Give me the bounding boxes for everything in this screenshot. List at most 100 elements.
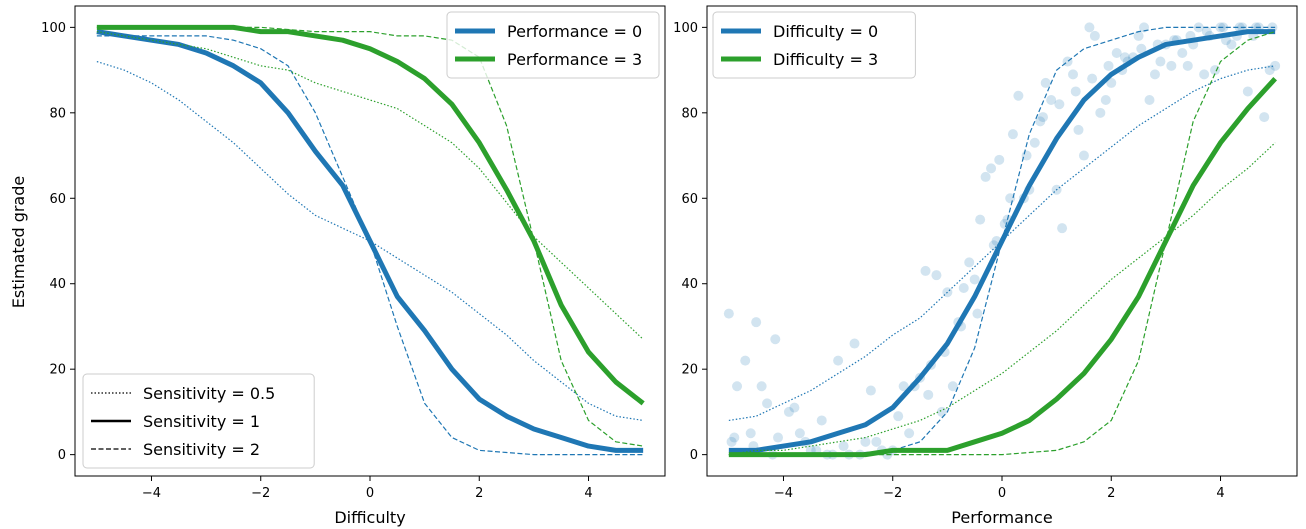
y-tick-label: 80	[681, 106, 698, 121]
scatter-point	[1201, 26, 1212, 37]
scatter-point	[1226, 39, 1237, 50]
x-tick-label: 2	[1107, 486, 1115, 501]
scatter-point	[1040, 77, 1051, 88]
scatter-point	[1106, 77, 1117, 88]
scatter-point	[994, 154, 1005, 165]
legend-label: Sensitivity = 0.5	[143, 384, 275, 403]
x-axis-label: Performance	[951, 508, 1052, 527]
scatter-point	[969, 274, 980, 285]
scatter-point	[1136, 43, 1147, 54]
scatter-point	[783, 406, 794, 417]
y-tick-label: 80	[49, 106, 66, 121]
scatter-point	[898, 381, 909, 392]
x-tick-label: 2	[475, 486, 483, 501]
scatter-point	[1144, 95, 1155, 105]
scatter-point	[1068, 69, 1079, 80]
scatter-point	[1155, 56, 1166, 67]
scatter-point	[745, 428, 756, 439]
left-panel: −4 −2 0 2 4020406080100DifficultyPerformance…	[41, 5, 666, 527]
legend-top-right: Performance = 0 Performance = 3	[446, 11, 660, 79]
legend-box	[82, 373, 315, 469]
legend-label: Sensitivity = 1	[143, 412, 260, 431]
scatter-point	[860, 436, 871, 447]
series-line-blue-dotted	[728, 65, 1276, 422]
legend-box	[712, 11, 916, 79]
scatter-point	[723, 308, 734, 319]
scatter-point	[1149, 69, 1160, 80]
x-tick-label: −4	[774, 486, 793, 501]
scatter-point	[975, 214, 986, 225]
x-tick-label: 0	[998, 486, 1006, 501]
series-line-green-dotted	[96, 31, 644, 340]
scatter-point	[1100, 95, 1111, 105]
scatter-point	[871, 436, 882, 447]
scatter-point	[1057, 223, 1068, 234]
scatter-point	[931, 270, 942, 281]
x-axis-label: Difficulty	[334, 508, 405, 527]
x-tick-label: 0	[366, 486, 374, 501]
scatter-point	[964, 257, 975, 268]
scatter-point	[1259, 112, 1270, 123]
y-axis-label: Estimated grade	[9, 176, 28, 308]
series-line-green-dashed	[96, 26, 644, 447]
y-tick-label: 100	[673, 21, 698, 36]
x-tick-label: 4	[1216, 486, 1224, 501]
scatter-point	[1035, 116, 1046, 127]
series-line-green-dashed	[728, 31, 1276, 456]
y-tick-label: 20	[681, 363, 698, 378]
legend-box	[446, 11, 660, 79]
y-tick-label: 20	[49, 363, 66, 378]
scatter-point	[980, 171, 991, 182]
scatter-point	[756, 381, 767, 392]
scatter-point	[1119, 52, 1130, 63]
scatter-point	[729, 432, 740, 443]
scatter-point	[849, 338, 860, 349]
scatter-point	[1084, 22, 1095, 33]
scatter-point	[740, 355, 751, 366]
scatter-point	[1087, 73, 1098, 84]
x-tick-label: −2	[251, 486, 270, 501]
y-tick-label: 60	[49, 192, 66, 207]
series-line-green-dotted	[728, 142, 1276, 456]
scatter-point	[1007, 129, 1018, 140]
scatter-point	[1234, 22, 1245, 33]
x-tick-label: −4	[142, 486, 161, 501]
legend-bottom-left: Sensitivity = 0.5 Sensitivity = 1 Sensitiv…	[82, 373, 315, 469]
plot-area	[723, 22, 1281, 460]
x-tick-label: 4	[584, 486, 592, 501]
scatter-point	[1166, 60, 1177, 71]
series-line-green-solid-thick	[96, 24, 645, 406]
scatter-point	[833, 355, 844, 366]
scatter-point	[838, 441, 849, 452]
scatter-point	[958, 283, 969, 293]
scatter-point	[726, 436, 737, 447]
y-tick-label: 40	[681, 277, 698, 292]
scatter-point	[1046, 95, 1057, 105]
right-panel: −4 −2 0 2 4020406080100PerformanceDifficulty…	[673, 5, 1298, 527]
scatter-point	[1054, 99, 1065, 110]
plot-area	[96, 24, 645, 456]
scatter-point	[732, 381, 743, 392]
x-tick-label: −2	[883, 486, 902, 501]
scatter-point	[794, 428, 805, 439]
scatter-point	[816, 415, 827, 426]
legend-label: Performance = 0	[507, 22, 642, 41]
scatter-point	[904, 428, 915, 439]
legend-label: Performance = 3	[507, 50, 642, 69]
y-tick-label: 100	[41, 21, 66, 36]
scatter-point	[1078, 150, 1089, 161]
y-tick-label: 0	[58, 448, 66, 463]
scatter-point	[1095, 107, 1106, 118]
scatter-point	[920, 265, 931, 276]
scatter-point	[789, 402, 800, 413]
scatter-point	[923, 389, 934, 400]
scatter-point	[893, 411, 904, 422]
y-tick-label: 0	[690, 448, 698, 463]
legend-top-left: Difficulty = 0 Difficulty = 3	[712, 11, 916, 79]
series-line-blue-dashed	[96, 35, 644, 456]
scatter-point	[1242, 86, 1253, 97]
scatter-point	[1070, 86, 1081, 97]
scatter-point	[936, 406, 947, 417]
scatter-point	[1037, 112, 1048, 123]
